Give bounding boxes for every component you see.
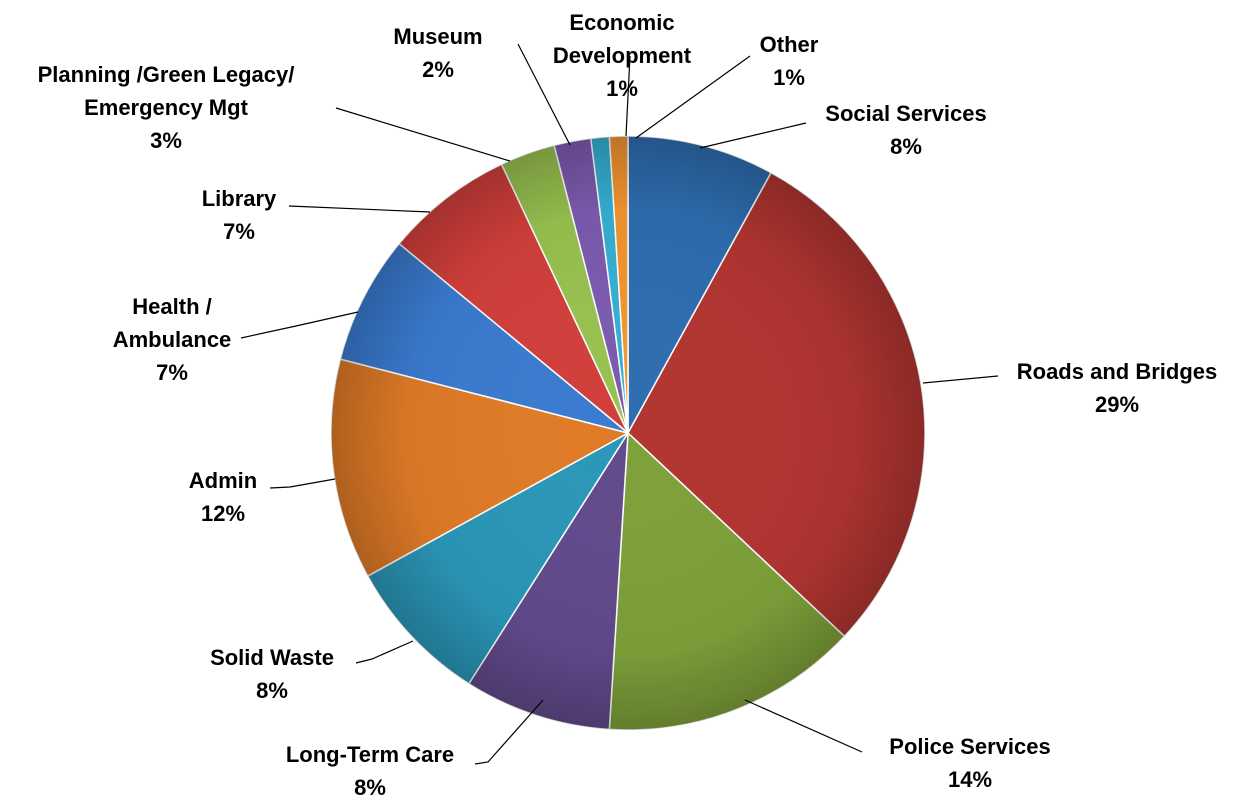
slice-percent: 7% <box>156 360 188 385</box>
slice-percent: 7% <box>223 219 255 244</box>
slice-percent: 1% <box>606 76 638 101</box>
slice-percent: 2% <box>422 57 454 82</box>
data-label-roads-and-bridges: Roads and Bridges 29% <box>1017 359 1217 417</box>
slice-percent: 8% <box>256 678 288 703</box>
slice-category: Ambulance <box>113 327 232 352</box>
data-label-solid-waste: Solid Waste 8% <box>210 645 334 703</box>
data-label-library: Library 7% <box>202 186 277 244</box>
leader-line-admin <box>269 478 336 489</box>
slice-percent: 1% <box>773 65 805 90</box>
slice-category: Social Services <box>825 101 986 126</box>
slice-category: Other <box>760 32 819 57</box>
slice-category: Emergency Mgt <box>84 95 248 120</box>
slice-percent: 29% <box>1095 392 1139 417</box>
data-label-social-services: Social Services 8% <box>825 101 986 159</box>
leader-line-other <box>635 55 751 139</box>
leader-line-social-services <box>699 122 807 149</box>
slice-category: Solid Waste <box>210 645 334 670</box>
slice-category: Admin <box>189 468 257 493</box>
leader-line-roads-and-bridges <box>922 375 999 384</box>
slice-category: Economic <box>569 10 674 35</box>
leader-line-museum <box>517 43 571 146</box>
slice-category: Health / <box>132 294 211 319</box>
leader-line-solid-waste <box>355 640 414 664</box>
data-label-economic-development: Economic Development 1% <box>553 10 692 101</box>
data-label-police-services: Police Services 14% <box>889 734 1050 792</box>
pie-labels: Social Services 8% Roads and Bridges 29% Pol… <box>38 10 1218 800</box>
slice-category: Roads and Bridges <box>1017 359 1217 384</box>
slice-category: Museum <box>393 24 482 49</box>
slice-category: Planning /Green Legacy/ <box>38 62 295 87</box>
slice-percent: 12% <box>201 501 245 526</box>
data-label-planning-green-legacy-emergency-mgt: Planning /Green Legacy/Emergency Mgt 3% <box>38 62 295 153</box>
data-label-museum: Museum 2% <box>393 24 482 82</box>
pie-slices <box>330 135 926 731</box>
leader-line-police-services <box>744 699 863 753</box>
leader-line-economic-development <box>625 55 631 137</box>
data-label-other: Other 1% <box>760 32 819 90</box>
data-label-admin: Admin 12% <box>189 468 257 526</box>
slice-percent: 3% <box>150 128 182 153</box>
data-label-health-ambulance: Health / Ambulance 7% <box>113 294 232 385</box>
slice-category: Library <box>202 186 277 211</box>
leader-line-health-ambulance <box>240 311 359 339</box>
slice-percent: 8% <box>890 134 922 159</box>
leader-line-planning-green-legacy-emergency-mgt <box>335 107 511 162</box>
slice-category: Long-Term Care <box>286 742 454 767</box>
slice-category: Police Services <box>889 734 1050 759</box>
leader-line-long-term-care <box>474 699 544 765</box>
data-label-long-term-care: Long-Term Care 8% <box>286 742 454 800</box>
slice-percent: 8% <box>354 775 386 800</box>
slice-percent: 14% <box>948 767 992 792</box>
slice-category: Development <box>553 43 692 68</box>
leader-line-library <box>288 205 431 213</box>
